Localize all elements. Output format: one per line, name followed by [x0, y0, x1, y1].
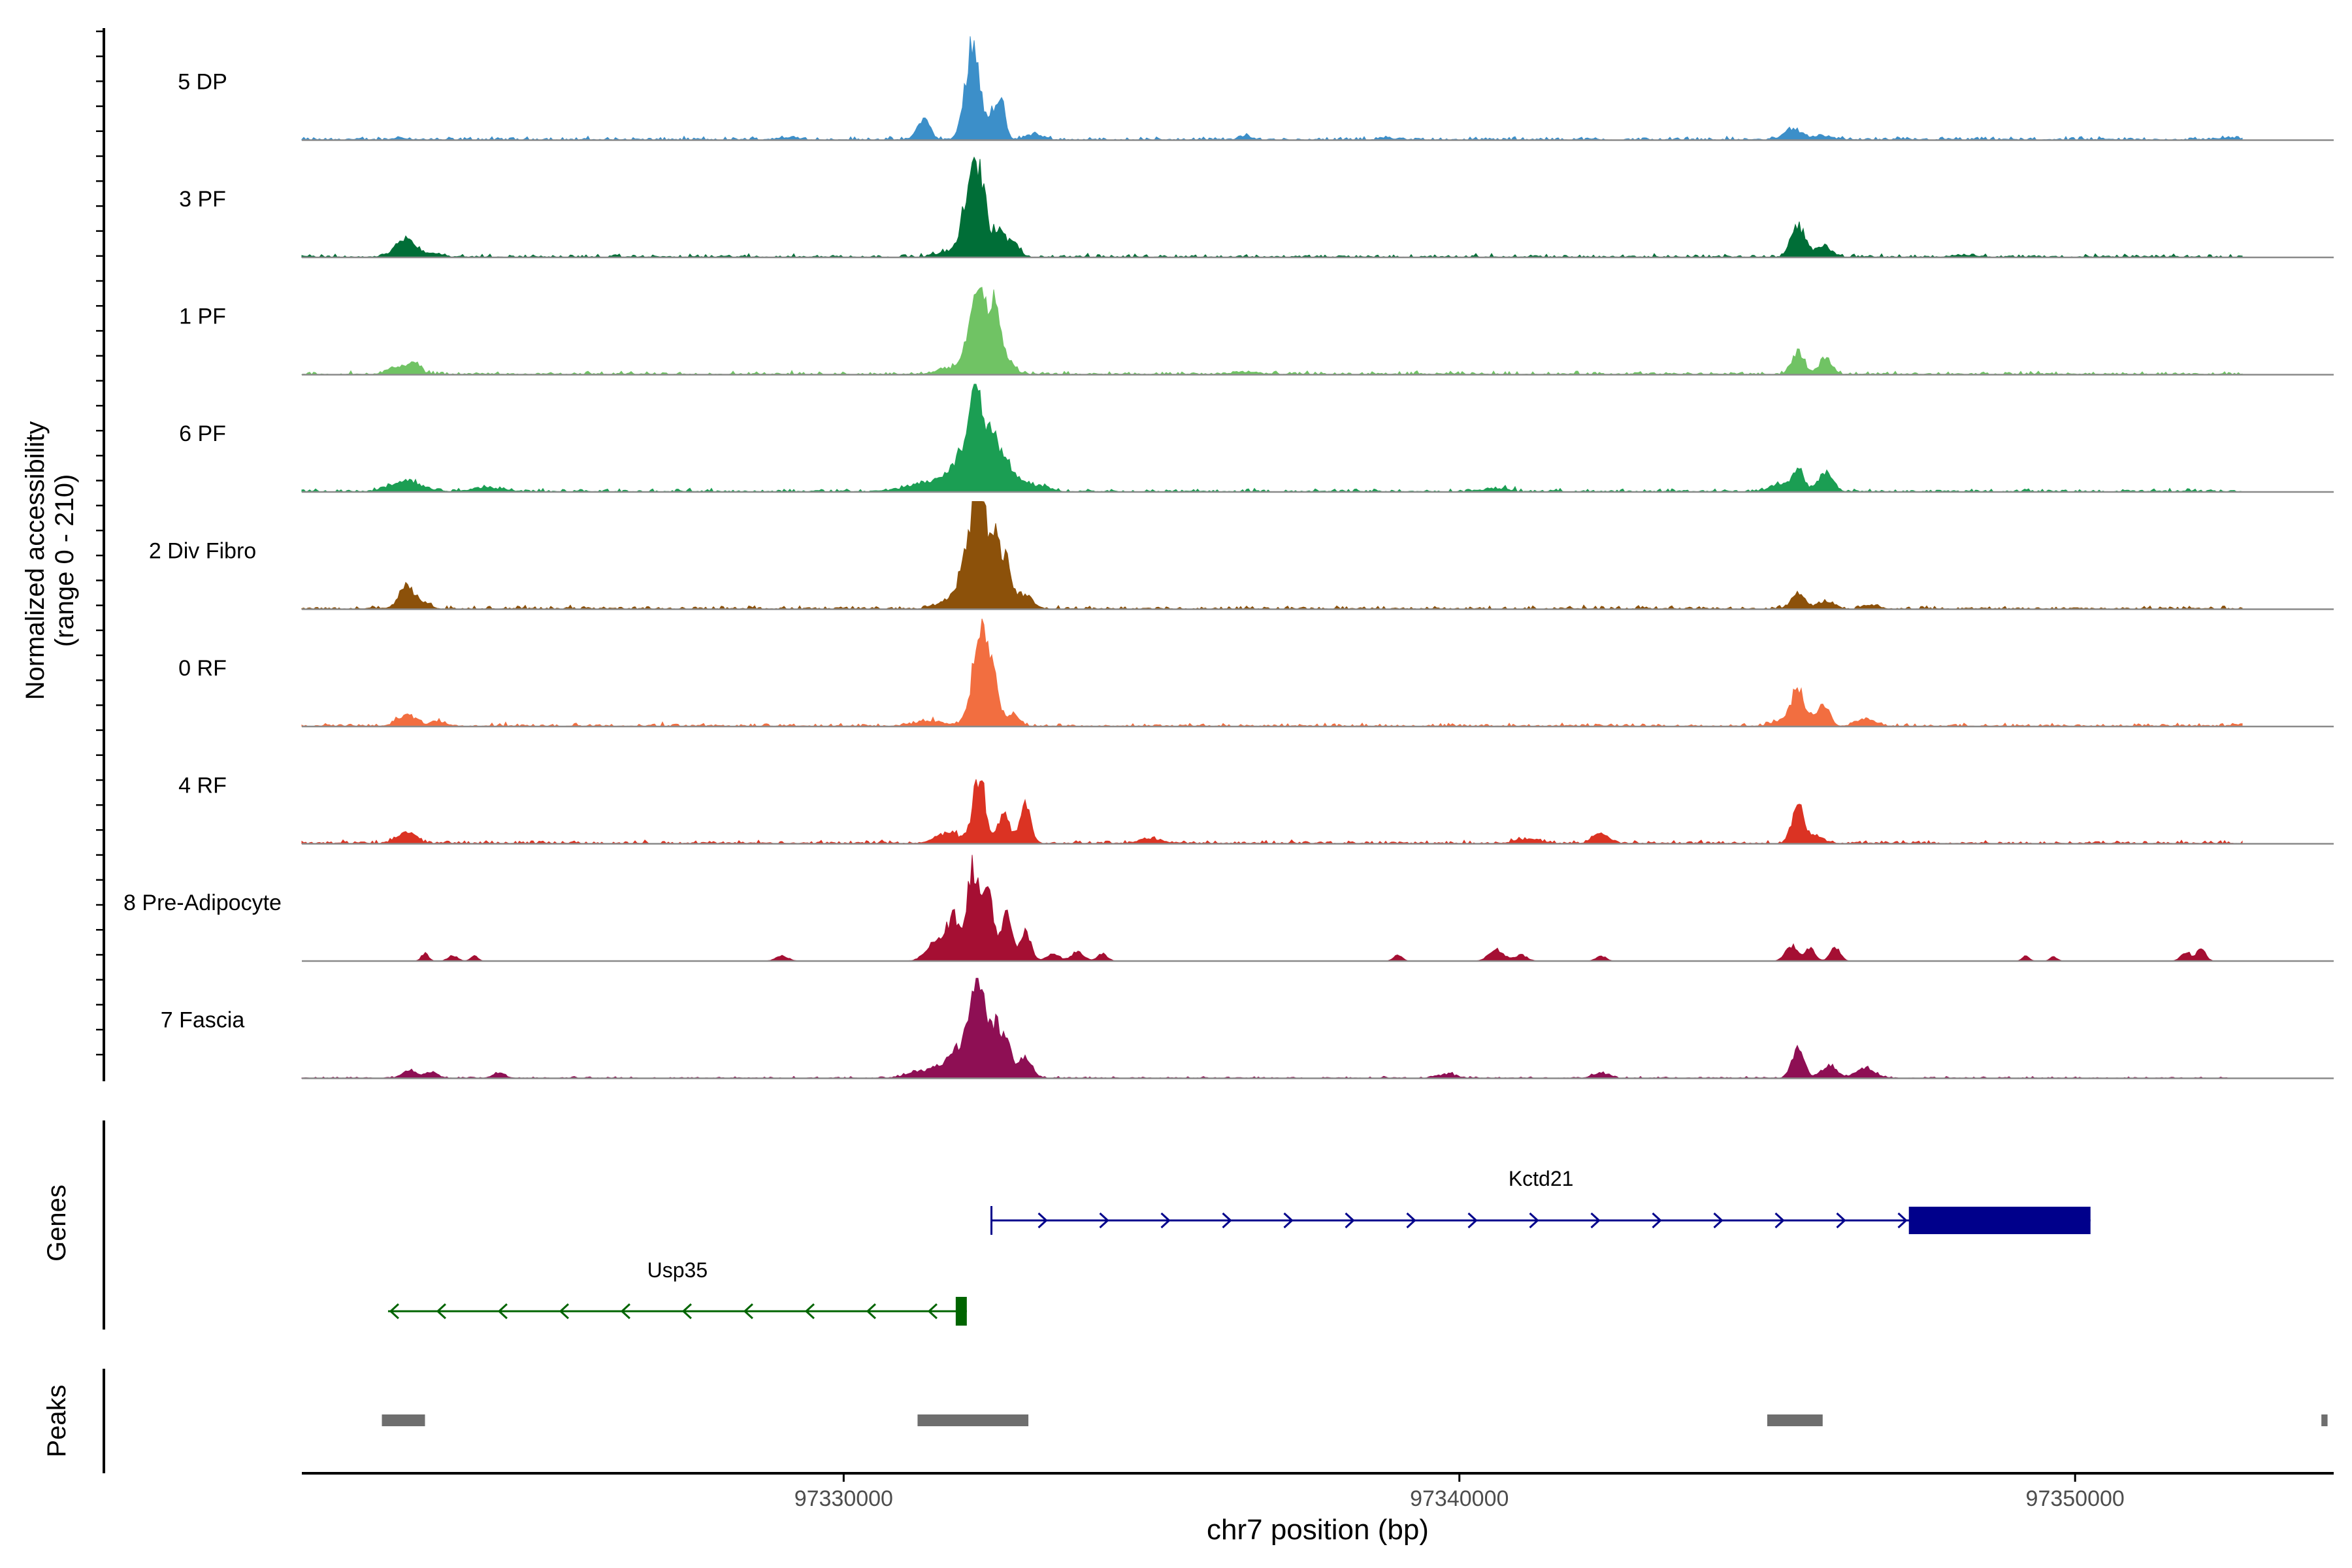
coverage-area: [301, 156, 2243, 258]
peak-region: [917, 1414, 1029, 1426]
coverage-area: [301, 977, 2243, 1079]
strand-arrow: [497, 1303, 508, 1320]
strand-arrow: [1713, 1212, 1723, 1229]
track-9: 7 Fascia: [161, 977, 2334, 1079]
strand-arrow: [1529, 1212, 1539, 1229]
track-label: 8 Pre-Adipocyte: [123, 890, 282, 915]
track-label: 0 RF: [178, 656, 227, 681]
strand-arrow: [1222, 1212, 1232, 1229]
coverage-area: [301, 501, 2243, 610]
x-tick-label: 97340000: [1410, 1486, 1509, 1511]
track-label: 3 PF: [179, 187, 226, 212]
x-axis-title: chr7 position (bp): [1207, 1514, 1429, 1546]
coverage-area: [301, 618, 2243, 727]
track-label: 6 PF: [179, 421, 226, 446]
peaks-label: Peaks: [42, 1384, 71, 1457]
gene-usp35: Usp35: [387, 1258, 967, 1326]
genes-panel: Usp35 Kctd21: [387, 1167, 2091, 1326]
coverage-area: [301, 779, 2243, 845]
strand-arrow: [1590, 1212, 1601, 1229]
strand-arrow: [559, 1303, 569, 1320]
track-y-axis: [96, 28, 105, 1081]
track-label: 5 DP: [178, 70, 227, 95]
strand-arrow: [1897, 1212, 1908, 1229]
strand-arrow: [1160, 1212, 1171, 1229]
track-label: 2 Div Fibro: [149, 539, 256, 564]
gene-kctd21: Kctd21: [990, 1167, 2091, 1235]
strand-arrow: [743, 1303, 753, 1320]
track-label: 7 Fascia: [161, 1008, 245, 1033]
peaks-panel: [382, 1414, 2328, 1426]
track-1: 5 DP: [178, 36, 2334, 141]
x-tick-label: 97350000: [2026, 1486, 2125, 1511]
strand-arrow: [620, 1303, 630, 1320]
strand-arrow: [1099, 1212, 1109, 1229]
track-5: 2 Div Fibro: [149, 501, 2334, 610]
strand-arrow: [681, 1303, 692, 1320]
strand-arrow: [1467, 1212, 1478, 1229]
coverage-area: [301, 36, 2243, 141]
strand-arrow: [1345, 1212, 1355, 1229]
genes-label: Genes: [42, 1184, 71, 1262]
strand-arrow: [436, 1303, 446, 1320]
tracks-panel: 5 DP 3 PF 1 PF 6 PF 2 Div Fibro 0 RF 4 RF 8 Pre…: [123, 36, 2334, 1079]
strand-arrow: [1836, 1212, 1846, 1229]
strand-arrow: [1283, 1212, 1294, 1229]
peak-region: [1767, 1414, 1823, 1426]
strand-arrow: [389, 1303, 399, 1320]
track-8: 8 Pre-Adipocyte: [123, 855, 2334, 962]
track-3: 1 PF: [179, 287, 2334, 376]
strand-arrow: [1406, 1212, 1416, 1229]
track-7: 4 RF: [178, 774, 2334, 845]
exon: [1908, 1207, 2091, 1234]
track-label: 4 RF: [178, 774, 227, 798]
coverage-area: [301, 287, 2243, 376]
strand-arrow: [1037, 1212, 1048, 1229]
x-tick-label: 97330000: [794, 1486, 893, 1511]
x-axis: 97330000 97340000 97350000: [302, 1472, 2334, 1511]
strand-arrow: [866, 1303, 876, 1320]
y-axis-title: Normalized accessibility: [21, 421, 50, 700]
gene-name: Usp35: [647, 1258, 708, 1282]
track-6: 0 RF: [178, 618, 2334, 728]
peak-region: [382, 1414, 425, 1426]
strand-arrow: [927, 1303, 938, 1320]
peak-region: [2321, 1414, 2328, 1426]
track-label: 1 PF: [179, 304, 226, 329]
y-axis-range: (range 0 - 210): [50, 474, 79, 647]
coverage-area: [301, 384, 2243, 493]
track-4: 6 PF: [179, 384, 2334, 493]
track-2: 3 PF: [179, 156, 2334, 259]
strand-arrow: [804, 1303, 815, 1320]
strand-arrow: [1774, 1212, 1785, 1229]
coverage-area: [302, 855, 2243, 962]
strand-arrow: [1652, 1212, 1662, 1229]
exon: [955, 1297, 967, 1326]
gene-name: Kctd21: [1509, 1167, 1574, 1190]
